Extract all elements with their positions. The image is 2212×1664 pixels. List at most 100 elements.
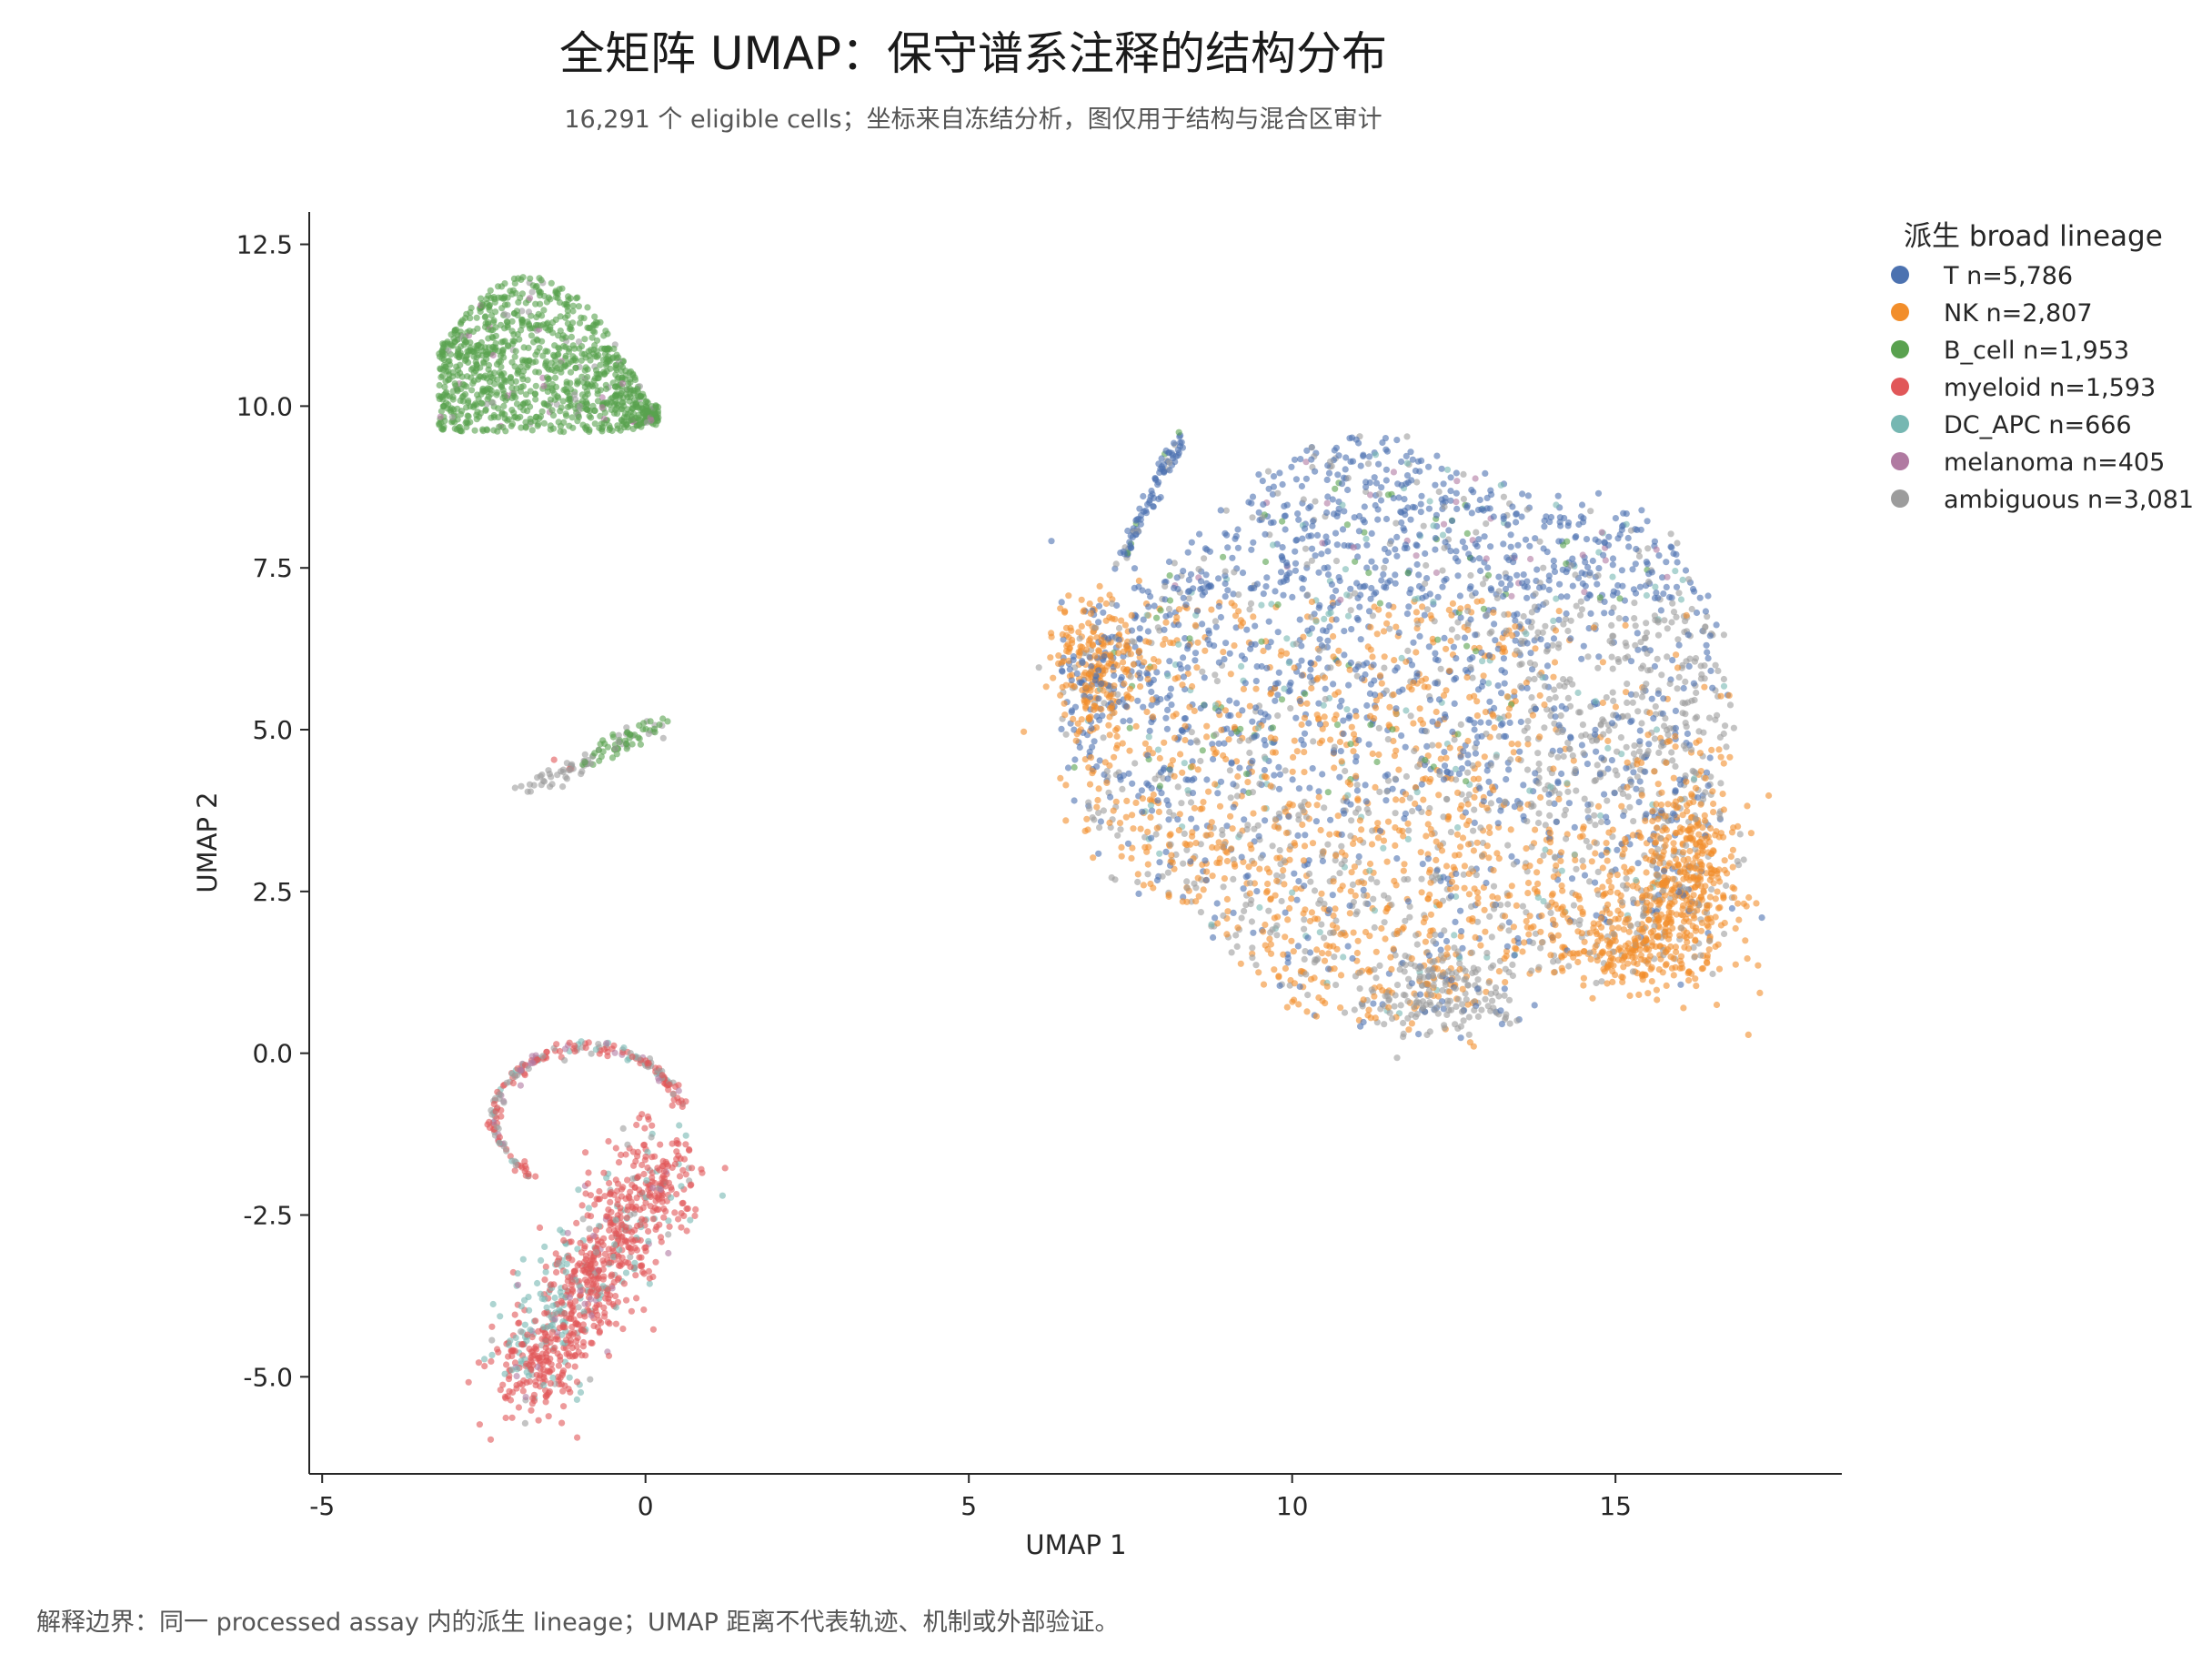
data-point bbox=[1332, 485, 1339, 492]
data-point bbox=[575, 338, 583, 346]
data-point bbox=[1714, 667, 1722, 675]
data-point bbox=[489, 334, 497, 341]
data-point bbox=[1471, 819, 1478, 827]
data-point bbox=[1201, 674, 1208, 681]
data-point bbox=[1209, 843, 1216, 852]
data-point bbox=[544, 348, 551, 355]
data-point bbox=[548, 781, 556, 788]
data-point bbox=[1537, 944, 1544, 952]
data-point bbox=[541, 1243, 548, 1250]
data-point bbox=[1603, 694, 1610, 701]
data-point bbox=[1381, 545, 1388, 553]
data-point bbox=[643, 398, 650, 405]
data-point bbox=[1336, 870, 1343, 877]
data-point bbox=[582, 1190, 589, 1197]
data-point bbox=[1332, 616, 1340, 623]
data-point bbox=[628, 1228, 636, 1235]
data-point bbox=[568, 761, 576, 768]
data-point bbox=[1634, 630, 1641, 637]
data-point bbox=[1352, 973, 1359, 980]
data-point bbox=[1375, 606, 1382, 613]
data-point bbox=[538, 1256, 545, 1264]
data-point bbox=[1594, 802, 1603, 811]
data-point bbox=[1374, 834, 1382, 842]
data-point bbox=[1322, 628, 1330, 635]
data-point bbox=[532, 1382, 539, 1389]
data-point bbox=[1692, 655, 1700, 662]
data-point bbox=[1300, 910, 1307, 917]
data-point bbox=[1175, 827, 1182, 834]
data-point bbox=[1264, 468, 1272, 475]
data-point bbox=[1341, 651, 1348, 659]
data-point bbox=[1062, 782, 1070, 789]
data-point bbox=[1567, 635, 1574, 642]
data-point bbox=[1290, 753, 1297, 761]
data-point bbox=[549, 318, 557, 327]
data-point bbox=[1686, 655, 1694, 662]
data-point bbox=[699, 1169, 706, 1176]
data-point bbox=[537, 292, 544, 299]
data-point bbox=[1227, 794, 1234, 802]
data-point bbox=[1477, 567, 1484, 575]
data-point bbox=[540, 307, 548, 314]
data-point bbox=[1524, 890, 1532, 897]
data-point bbox=[523, 1368, 530, 1376]
data-point bbox=[1206, 823, 1214, 832]
data-point bbox=[612, 371, 619, 378]
data-point bbox=[1508, 882, 1515, 890]
data-point bbox=[1599, 883, 1606, 891]
data-point bbox=[1255, 969, 1262, 976]
data-point bbox=[1145, 733, 1152, 741]
data-point bbox=[1606, 872, 1614, 879]
data-point bbox=[1184, 642, 1191, 650]
data-point bbox=[1314, 915, 1322, 923]
data-point bbox=[474, 325, 481, 332]
data-point bbox=[1491, 620, 1498, 628]
data-point bbox=[1633, 691, 1640, 699]
data-point bbox=[1587, 508, 1594, 515]
data-point bbox=[554, 1336, 561, 1343]
data-point bbox=[1555, 538, 1563, 545]
data-point bbox=[1217, 778, 1225, 785]
data-point bbox=[1495, 588, 1503, 595]
data-point bbox=[584, 373, 591, 381]
data-point bbox=[595, 1286, 602, 1293]
data-point bbox=[1187, 799, 1195, 806]
data-point bbox=[1347, 458, 1354, 465]
data-point bbox=[1308, 545, 1316, 552]
data-point bbox=[516, 336, 523, 343]
data-point bbox=[1114, 832, 1121, 839]
data-point bbox=[657, 1234, 665, 1241]
data-point bbox=[501, 393, 508, 400]
data-point bbox=[1413, 552, 1420, 560]
data-point bbox=[1344, 943, 1352, 950]
data-point bbox=[476, 1421, 484, 1428]
data-point bbox=[575, 1186, 582, 1194]
data-point bbox=[1418, 492, 1425, 499]
data-point bbox=[499, 1381, 507, 1388]
data-point bbox=[1375, 751, 1382, 759]
data-point bbox=[542, 1398, 549, 1406]
data-point bbox=[471, 427, 478, 434]
data-point bbox=[1349, 954, 1356, 963]
data-point bbox=[560, 1403, 568, 1410]
data-point bbox=[572, 364, 579, 371]
data-point bbox=[1138, 787, 1145, 794]
data-point bbox=[565, 297, 572, 304]
data-point bbox=[1288, 895, 1295, 903]
data-point bbox=[1364, 643, 1372, 650]
data-point bbox=[1425, 643, 1433, 650]
data-point bbox=[1355, 528, 1362, 535]
data-point bbox=[1194, 766, 1202, 773]
data-point bbox=[1434, 593, 1442, 600]
data-point bbox=[1262, 817, 1269, 824]
data-point bbox=[1299, 535, 1306, 542]
data-point bbox=[1202, 647, 1209, 654]
data-point bbox=[488, 327, 495, 334]
data-point bbox=[473, 314, 480, 321]
data-point bbox=[540, 1381, 548, 1389]
data-point bbox=[1392, 775, 1399, 782]
data-point bbox=[592, 322, 599, 329]
data-point bbox=[1203, 776, 1211, 783]
data-point bbox=[1643, 620, 1650, 627]
